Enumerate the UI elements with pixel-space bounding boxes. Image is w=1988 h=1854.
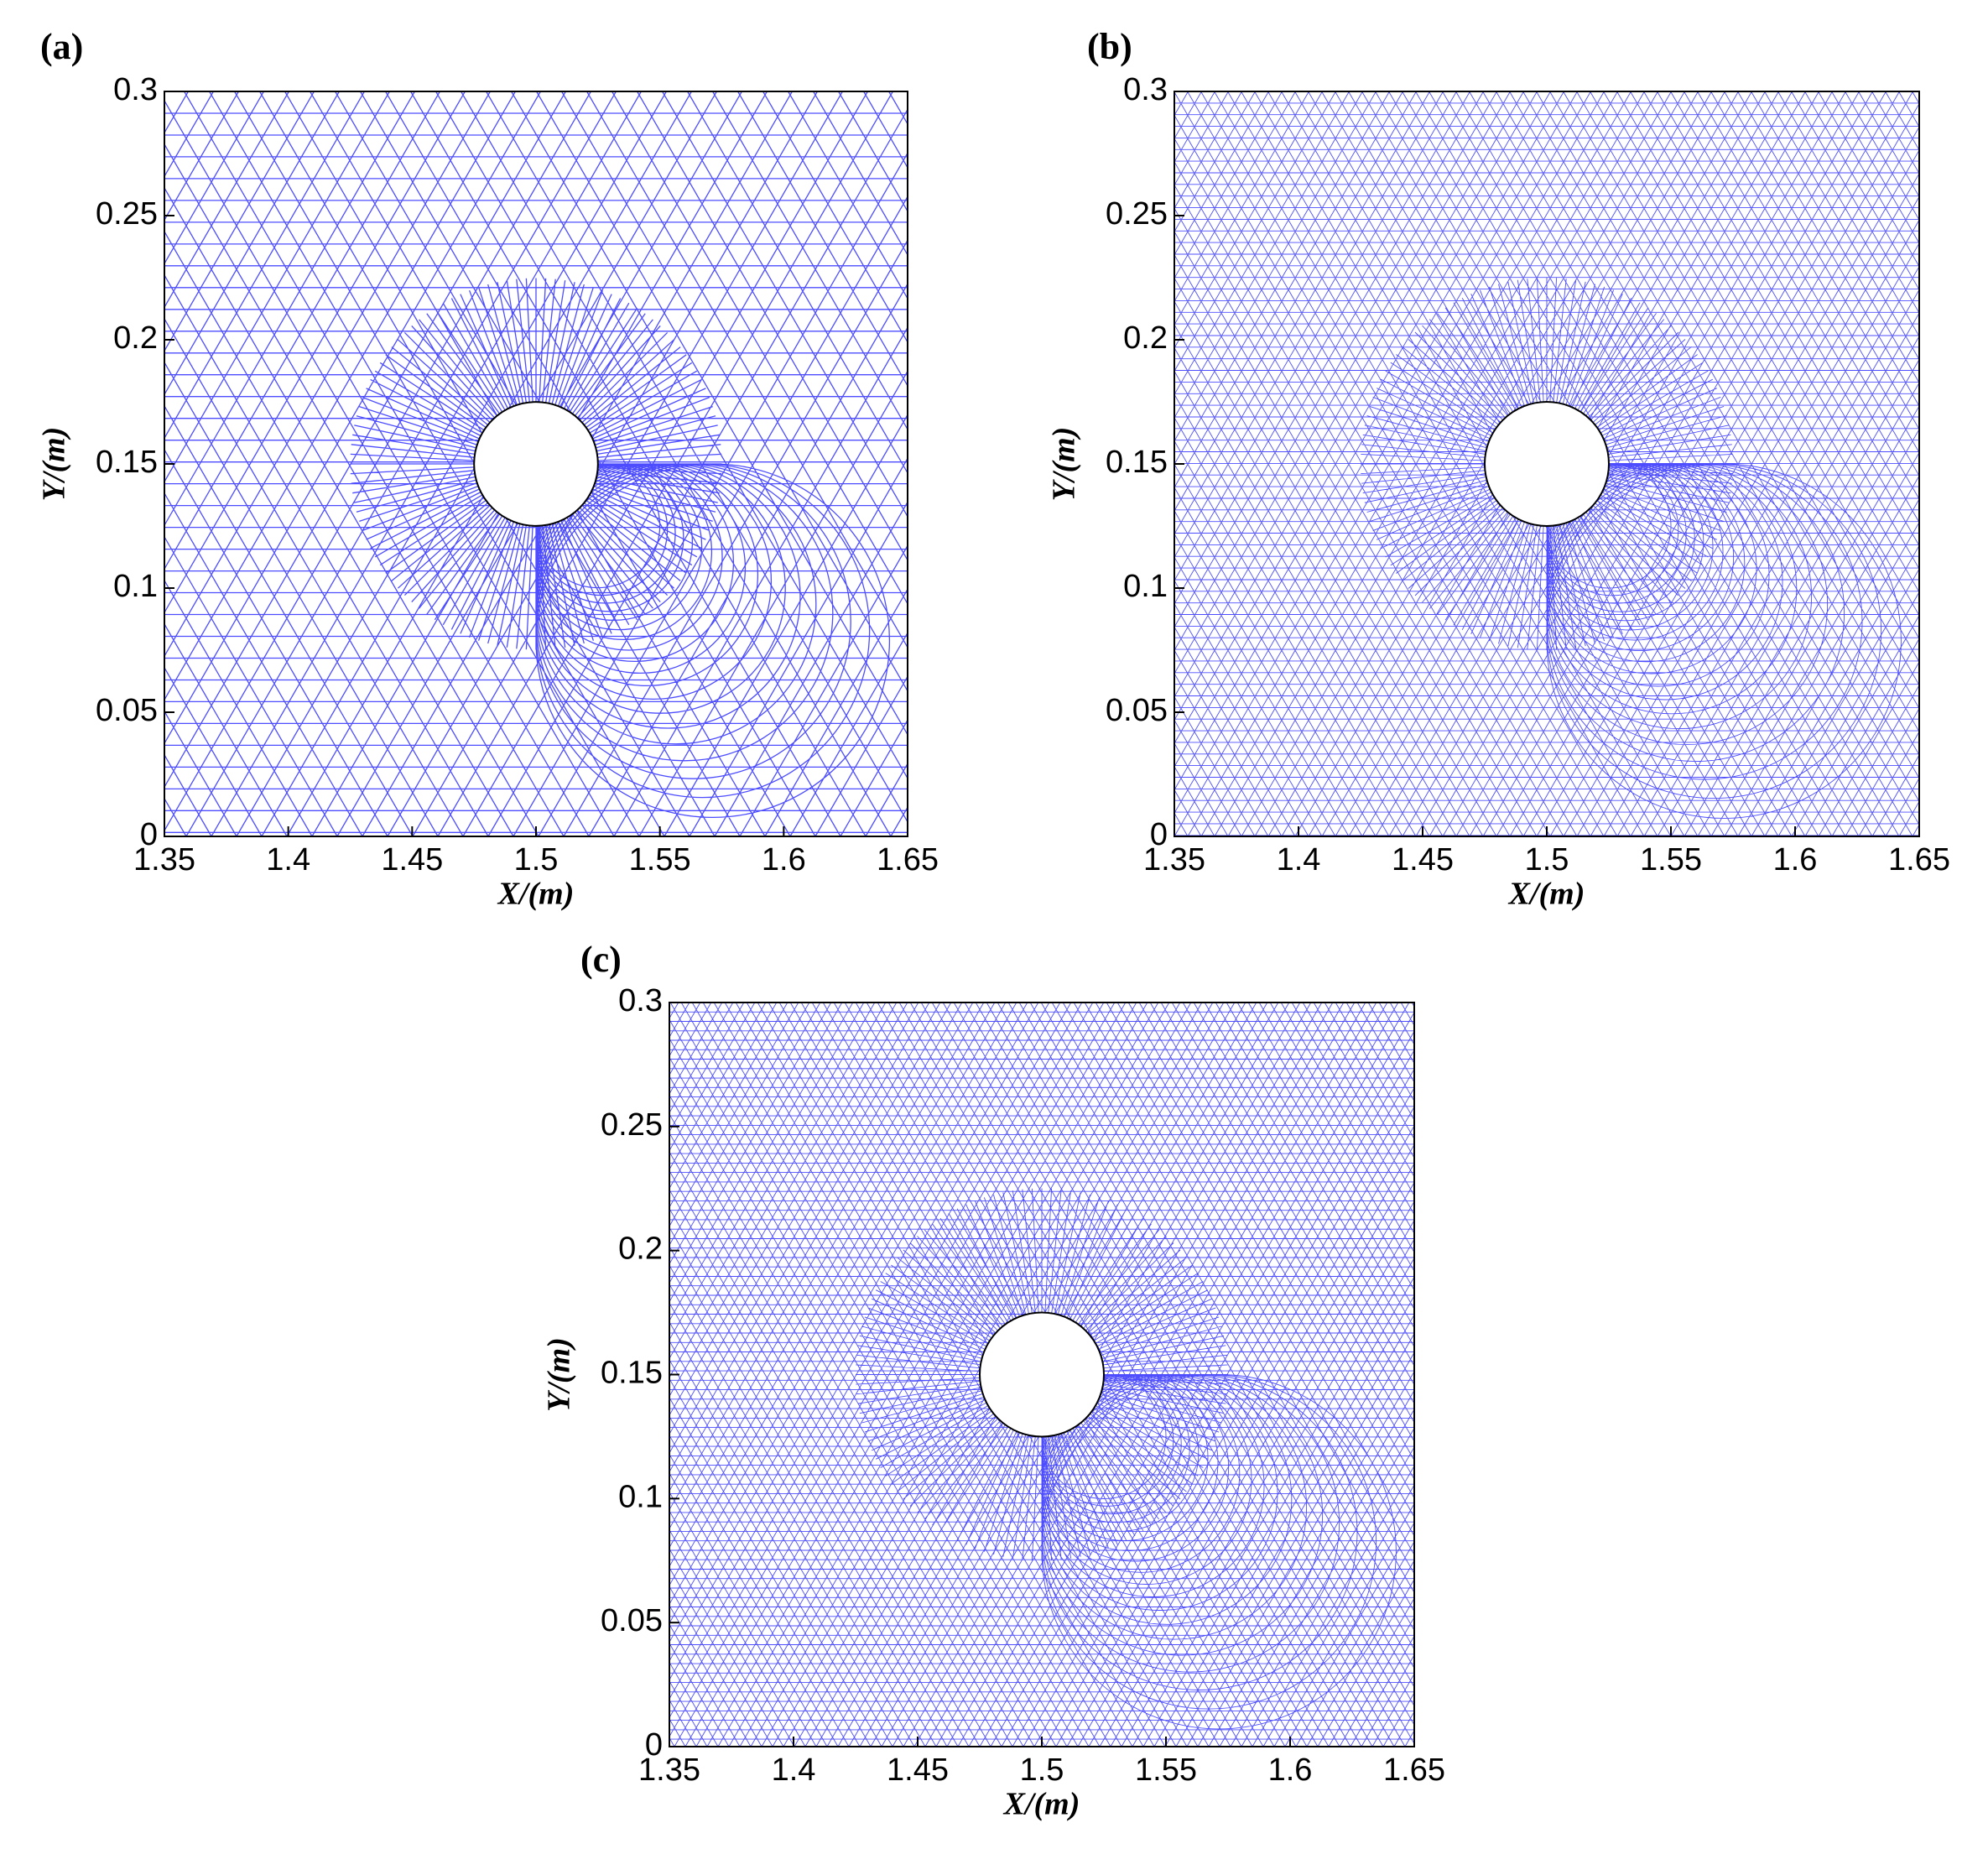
x-axis-label: X/(m): [1003, 1787, 1080, 1822]
x-tick-label: 1.4: [1277, 842, 1321, 878]
y-tick-label: 0.1: [618, 1479, 663, 1514]
hole: [473, 401, 599, 527]
y-tick-label: 0.2: [618, 1232, 663, 1267]
x-axis-label: X/(m): [1508, 877, 1585, 912]
y-tick-label: 0: [1150, 817, 1168, 852]
x-tick-label: 1.5: [1020, 1752, 1064, 1788]
x-tick-label: 1.55: [629, 842, 691, 878]
y-tick-label: 0.3: [618, 983, 663, 1018]
x-tick-label: 1.4: [772, 1752, 816, 1788]
x-tick-label: 1.6: [1268, 1752, 1313, 1788]
y-tick-label: 0.3: [1123, 72, 1168, 107]
hole: [1484, 401, 1610, 527]
x-tick-label: 1.35: [1143, 842, 1205, 878]
x-tick-label: 1.6: [762, 842, 806, 878]
y-tick-label: 0.05: [1106, 693, 1168, 728]
x-tick-label: 1.65: [877, 842, 939, 878]
y-axis-label: Y/(m): [542, 1337, 577, 1412]
y-axis-label: Y/(m): [1047, 427, 1082, 502]
mesh-lines: [1174, 91, 1919, 836]
y-tick-label: 0.25: [1106, 196, 1168, 232]
x-tick-label: 1.65: [1383, 1752, 1445, 1788]
y-tick-label: 0.25: [96, 196, 158, 232]
hole: [979, 1311, 1105, 1438]
x-tick-label: 1.45: [381, 842, 443, 878]
y-tick-label: 0: [645, 1727, 663, 1763]
panel-title: (a): [40, 26, 83, 67]
y-tick-label: 0.25: [601, 1107, 663, 1143]
y-axis-label: Y/(m): [37, 427, 72, 502]
x-axis-label: X/(m): [497, 877, 575, 912]
y-tick-label: 0.15: [96, 445, 158, 480]
x-tick-label: 1.4: [266, 842, 310, 878]
x-tick-label: 1.55: [1135, 1752, 1197, 1788]
y-tick-label: 0.05: [96, 693, 158, 728]
y-tick-label: 0.05: [601, 1603, 663, 1638]
mesh-lines: [669, 1003, 1414, 1747]
x-tick-label: 1.5: [1525, 842, 1569, 878]
panel-title: (c): [580, 939, 622, 980]
x-tick-label: 1.6: [1773, 842, 1818, 878]
y-tick-label: 0.15: [1106, 445, 1168, 480]
mesh-lines: [164, 91, 908, 836]
y-tick-label: 0.3: [113, 72, 158, 107]
y-tick-label: 0: [140, 817, 158, 852]
x-tick-label: 1.5: [514, 842, 559, 878]
x-tick-label: 1.35: [638, 1752, 700, 1788]
y-tick-label: 0.2: [113, 320, 158, 356]
x-tick-label: 1.45: [1392, 842, 1454, 878]
y-tick-label: 0.1: [1123, 569, 1168, 604]
y-tick-label: 0.1: [113, 569, 158, 604]
x-tick-label: 1.35: [133, 842, 195, 878]
panel-title: (b): [1087, 26, 1132, 67]
x-tick-label: 1.45: [887, 1752, 949, 1788]
y-tick-label: 0.15: [601, 1356, 663, 1391]
x-tick-label: 1.55: [1640, 842, 1702, 878]
x-tick-label: 1.65: [1888, 842, 1950, 878]
y-tick-label: 0.2: [1123, 320, 1168, 356]
